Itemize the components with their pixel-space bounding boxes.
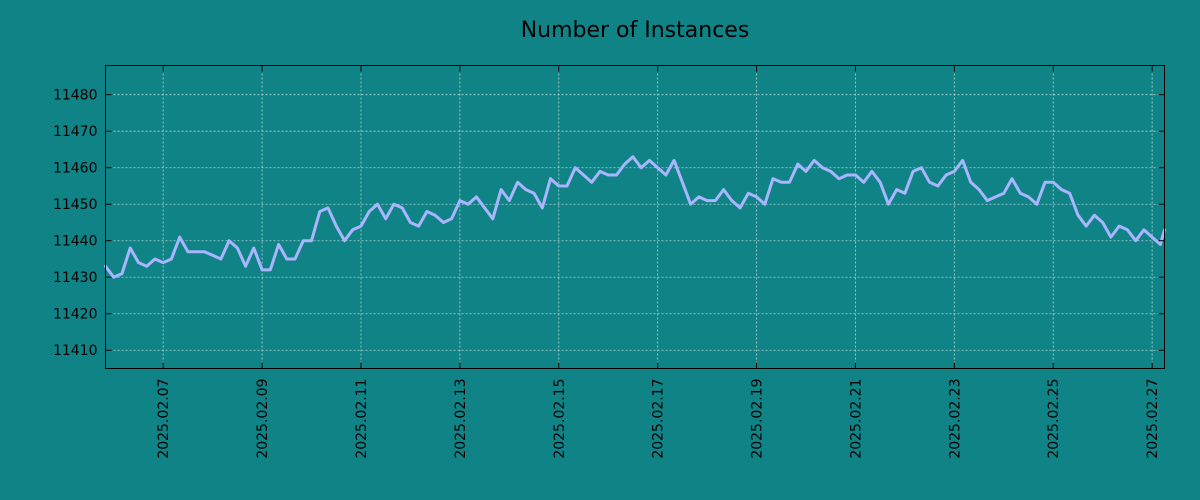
chart-title: Number of Instances bbox=[521, 18, 750, 43]
y-tick-label: 11430 bbox=[53, 270, 98, 286]
x-tick-label: 2025.02.25 bbox=[1046, 379, 1062, 459]
series-layer bbox=[104, 155, 1166, 279]
grid bbox=[105, 65, 1165, 369]
y-tick-labels: 11410 11420 11430 11440 11450 11460 11470 11480 bbox=[53, 88, 98, 360]
y-tick-label: 11450 bbox=[53, 197, 98, 213]
y-tick-label: 11460 bbox=[53, 161, 98, 177]
x-tick-label: 2025.02.13 bbox=[453, 379, 469, 459]
y-tick-label: 11470 bbox=[53, 124, 98, 140]
x-tick-label: 2025.02.07 bbox=[156, 379, 172, 459]
x-tick-labels: 2025.02.07 2025.02.09 2025.02.11 2025.02.13… bbox=[156, 379, 1161, 459]
x-tick-label: 2025.02.11 bbox=[354, 379, 370, 459]
x-tick-label: 2025.02.19 bbox=[750, 379, 766, 459]
y-tick-label: 11480 bbox=[53, 88, 98, 104]
x-tick-label: 2025.02.09 bbox=[255, 379, 271, 459]
x-tick-label: 2025.02.27 bbox=[1145, 379, 1161, 459]
x-tick-label: 2025.02.15 bbox=[552, 379, 568, 459]
y-tick-label: 11440 bbox=[53, 234, 98, 250]
y-tick-label: 11410 bbox=[53, 343, 98, 359]
x-tick-label: 2025.02.17 bbox=[651, 379, 667, 459]
x-tick-label: 2025.02.23 bbox=[947, 379, 963, 459]
y-tick-label: 11420 bbox=[53, 307, 98, 323]
plot-frame bbox=[105, 65, 1165, 369]
axis-ticks bbox=[105, 65, 1165, 369]
x-tick-label: 2025.02.21 bbox=[848, 379, 864, 459]
series-line bbox=[104, 155, 1166, 279]
